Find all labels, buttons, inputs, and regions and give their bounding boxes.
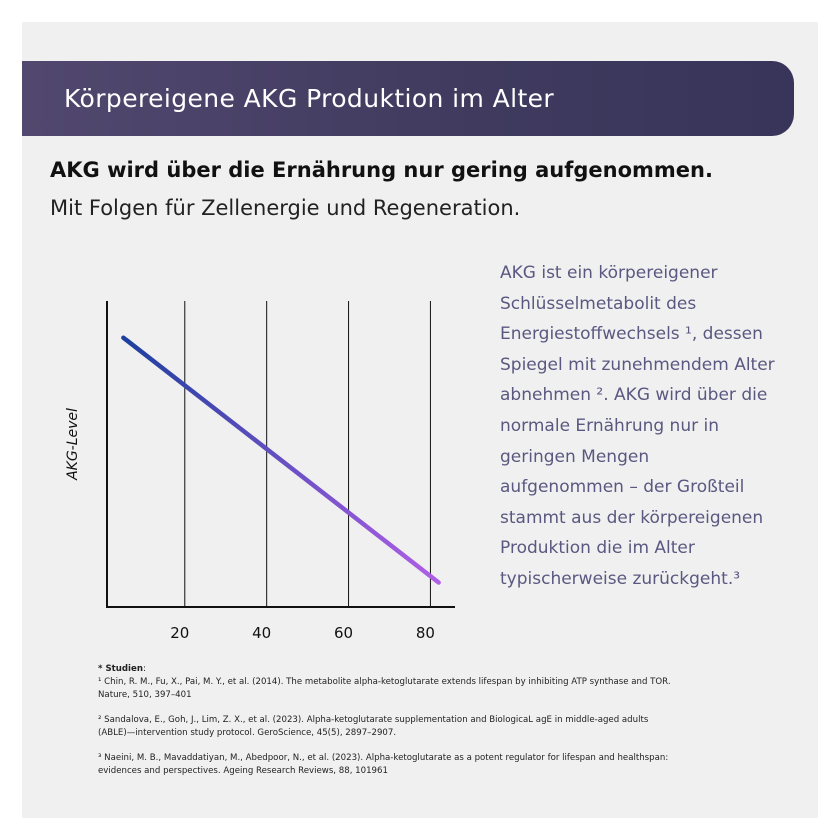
x-tick-label: 60 xyxy=(334,624,353,642)
info-line: Produktion die im Alter xyxy=(500,538,695,559)
x-tick-label: 20 xyxy=(170,624,189,642)
studies-label: * Studien xyxy=(98,664,143,674)
study-reference-line: Nature, 510, 397–401 xyxy=(98,690,192,700)
subheadline: Mit Folgen für Zellenergie und Regenerat… xyxy=(50,196,521,220)
headline: AKG wird über die Ernährung nur gering a… xyxy=(50,158,713,182)
info-line: normale Ernährung nur in xyxy=(500,415,719,436)
study-reference-line: ² Sandalova, E., Goh, J., Lim, Z. X., et… xyxy=(98,715,649,725)
info-paragraph: AKG ist ein körpereigener Schlüsselmetabo… xyxy=(500,258,822,595)
study-reference-line: ¹ Chin, R. M., Fu, X., Pai, M. Y., et al… xyxy=(98,677,671,687)
info-line: typischerweise zurückgeht.³ xyxy=(500,568,741,589)
study-reference-line: evidences and perspectives. Ageing Resea… xyxy=(98,766,388,776)
akg-level-chart: 20 40 60 80 AKG-Level xyxy=(65,301,455,642)
x-tick-label: 40 xyxy=(252,624,271,642)
study-reference: ³ Naeini, M. B., Mavaddatiyan, M., Abedp… xyxy=(98,752,738,778)
info-line: aufgenommen – der Großteil xyxy=(500,477,745,498)
info-line: geringen Mengen xyxy=(500,446,650,467)
page-title: Körpereigene AKG Produktion im Alter xyxy=(64,84,555,113)
info-line: Energiestoffwechsels ¹, dessen xyxy=(500,324,763,345)
info-line: stammt aus der körpereigenen xyxy=(500,507,764,528)
akg-level-line xyxy=(121,335,441,585)
study-reference-line: ³ Naeini, M. B., Mavaddatiyan, M., Abedp… xyxy=(98,753,669,763)
info-line: Spiegel mit zunehmendem Alter xyxy=(500,354,775,375)
info-line: abnehmen ². AKG wird über die xyxy=(500,385,768,406)
y-axis-label: AKG-Level xyxy=(65,408,81,481)
study-reference: ² Sandalova, E., Goh, J., Lim, Z. X., et… xyxy=(98,714,738,740)
content-card xyxy=(22,22,818,818)
studies-heading: * Studien: xyxy=(98,663,738,676)
info-line: Schlüsselmetabolit des xyxy=(500,293,697,314)
study-reference-line: (ABLE)—intervention study protocol. Gero… xyxy=(98,728,397,738)
title-banner xyxy=(22,61,794,136)
x-tick-label: 80 xyxy=(416,624,435,642)
studies-references: * Studien: ¹ Chin, R. M., Fu, X., Pai, M… xyxy=(98,663,738,790)
study-reference: ¹ Chin, R. M., Fu, X., Pai, M. Y., et al… xyxy=(98,676,738,702)
info-line: AKG ist ein körpereigener xyxy=(500,263,718,283)
studies-label-suffix: : xyxy=(142,664,146,674)
